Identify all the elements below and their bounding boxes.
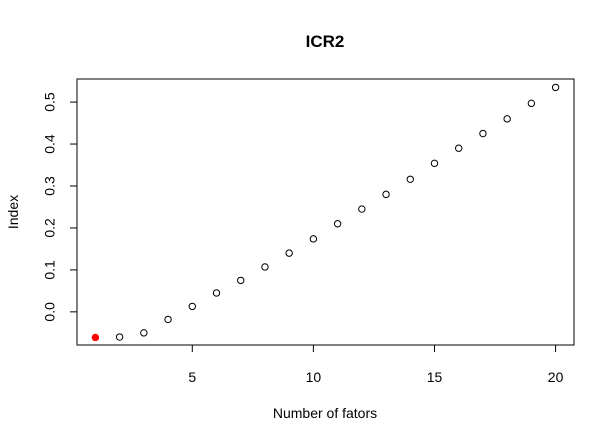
- y-axis: 0.0 0.1 0.2 0.3 0.4 0.5: [42, 92, 78, 322]
- data-points: [91, 83, 560, 342]
- data-point: [551, 83, 560, 92]
- x-tick-label: 15: [427, 369, 443, 385]
- x-axis: 5 10 15 20: [188, 344, 564, 385]
- data-point: [309, 235, 318, 243]
- data-point: [115, 333, 124, 341]
- data-point: [382, 190, 390, 199]
- data-point: [527, 99, 536, 108]
- data-point: [164, 315, 172, 324]
- x-tick-label: 20: [548, 369, 564, 385]
- y-tick-label: 0.1: [42, 260, 58, 280]
- x-tick-label: 5: [188, 369, 196, 385]
- chart-title: ICR2: [306, 32, 345, 51]
- data-point: [503, 115, 511, 123]
- data-point-highlight: [91, 333, 100, 342]
- y-tick-label: 0.2: [42, 218, 58, 238]
- data-point: [188, 302, 196, 311]
- y-axis-label: Index: [5, 195, 21, 229]
- data-point: [140, 329, 148, 337]
- y-tick-label: 0.3: [42, 176, 58, 196]
- data-point: [406, 175, 414, 183]
- data-point: [479, 129, 487, 138]
- y-tick-label: 0.0: [42, 302, 58, 322]
- y-tick-label: 0.5: [42, 92, 58, 112]
- data-point: [333, 220, 342, 228]
- data-point: [261, 263, 269, 271]
- data-point: [212, 289, 221, 297]
- data-point: [430, 159, 439, 168]
- data-point: [455, 144, 463, 152]
- data-point: [285, 249, 293, 257]
- data-point: [237, 276, 245, 285]
- data-point: [358, 205, 366, 213]
- x-axis-label: Number of fators: [273, 405, 377, 421]
- y-tick-label: 0.4: [42, 134, 58, 154]
- x-tick-label: 10: [306, 369, 322, 385]
